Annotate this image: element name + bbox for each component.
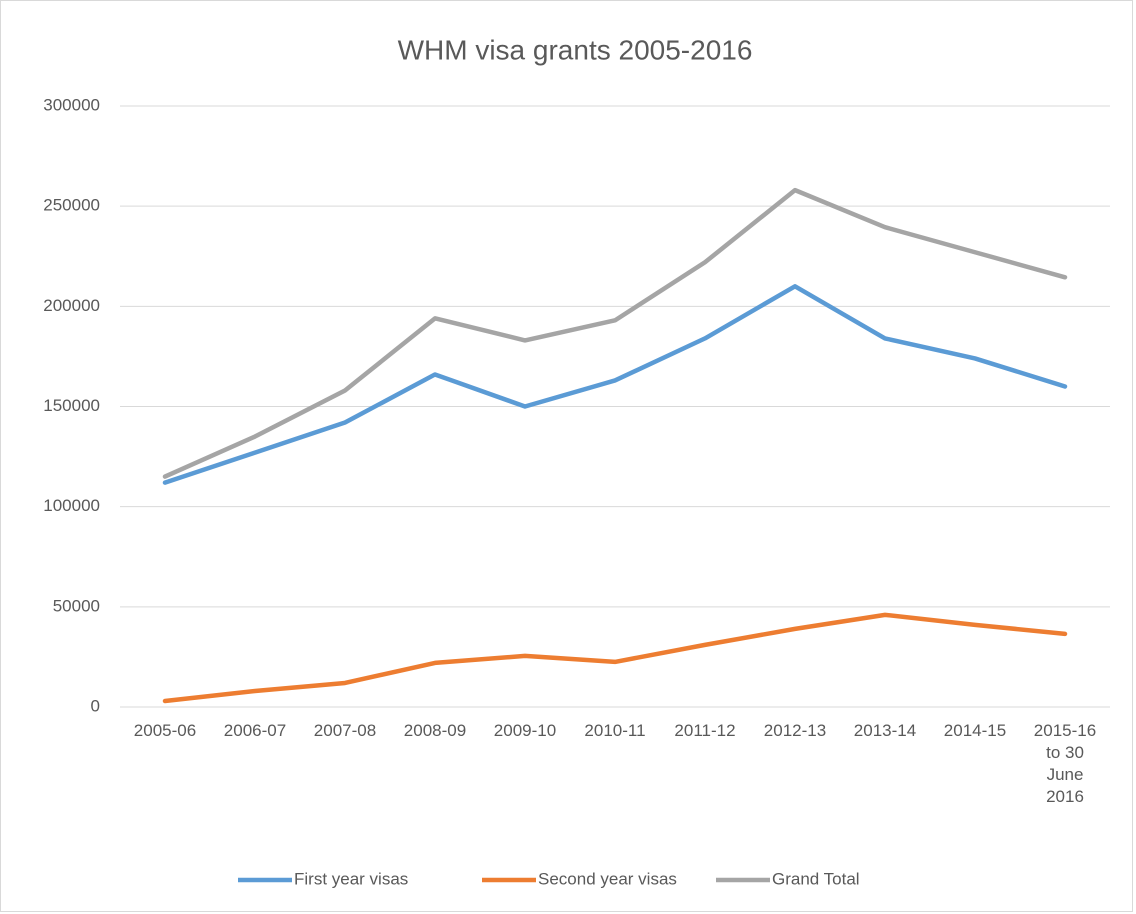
y-tick-label: 0	[91, 696, 100, 715]
x-tick-label: 2008-09	[403, 721, 467, 740]
chart-title: WHM visa grants 2005-2016	[398, 34, 753, 65]
y-tick-label: 200000	[43, 296, 100, 315]
x-tick-label: 2010-11	[584, 721, 646, 740]
legend-label: First year visas	[294, 869, 408, 888]
x-tick-label: 2011-12	[674, 721, 736, 740]
y-tick-label: 300000	[43, 95, 100, 114]
x-tick-label: 2009-10	[493, 721, 557, 740]
series-line	[162, 612, 1068, 704]
legend-label: Second year visas	[538, 869, 677, 888]
series-line	[162, 284, 1068, 485]
series-line	[162, 187, 1068, 479]
x-tick-label: 2014-15	[943, 721, 1007, 740]
y-tick-label: 150000	[43, 396, 100, 415]
legend-label: Grand Total	[772, 869, 860, 888]
x-tick-label: 2013-14	[853, 721, 917, 740]
y-tick-label: 250000	[43, 196, 100, 215]
x-tick-label: 2015-16 to 30 June 2016	[1033, 721, 1097, 806]
x-tick-label: 2012-13	[763, 721, 827, 740]
x-tick-label: 2005-06	[133, 721, 197, 740]
y-tick-label: 50000	[53, 596, 100, 615]
x-tick-label: 2007-08	[313, 721, 377, 740]
y-tick-label: 100000	[43, 496, 100, 515]
x-tick-label: 2006-07	[223, 721, 287, 740]
